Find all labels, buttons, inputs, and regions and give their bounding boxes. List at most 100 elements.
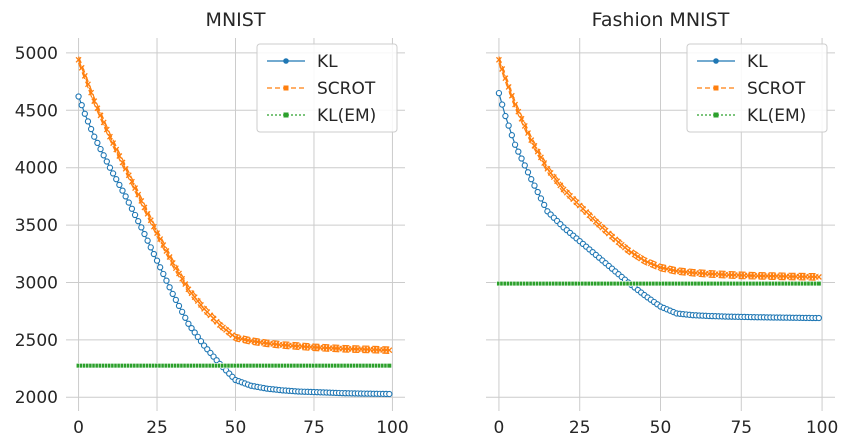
data-point <box>511 141 519 148</box>
data-point <box>386 347 393 354</box>
data-point <box>157 264 164 271</box>
legend-marker <box>283 112 289 118</box>
data-point <box>166 284 173 291</box>
data-point <box>94 139 101 147</box>
data-point <box>122 193 129 200</box>
data-point <box>116 153 123 159</box>
data-point <box>182 281 189 288</box>
data-point <box>94 105 101 112</box>
data-point <box>531 182 538 189</box>
data-point <box>125 172 132 179</box>
data-point <box>525 130 531 136</box>
data-point <box>191 329 198 336</box>
x-tick-label: 50 <box>650 418 672 438</box>
x-tick-label: 100 <box>806 418 838 438</box>
data-point <box>815 314 822 322</box>
data-point <box>113 146 120 153</box>
data-point <box>179 275 186 282</box>
legend-entry: KL <box>697 52 768 72</box>
data-point <box>132 185 139 192</box>
data-point <box>188 324 195 332</box>
data-point <box>182 314 189 321</box>
chart-panel-mnist: 0 25 50 75 100 2000 2500 3000 3500 4000 4500 5000 MN… <box>15 9 409 438</box>
series-scrot <box>75 56 393 354</box>
data-point <box>534 148 541 155</box>
y-tick-label: 3000 <box>15 273 58 293</box>
chart-title: MNIST <box>206 9 266 31</box>
data-point <box>508 132 516 139</box>
legend-box <box>686 43 828 133</box>
series-kl-em <box>496 281 822 287</box>
data-point <box>84 118 92 125</box>
data-point <box>185 320 192 327</box>
data-point <box>147 244 154 251</box>
data-point <box>505 84 512 90</box>
legend-label: KL(EM) <box>747 106 806 126</box>
data-point <box>505 122 512 129</box>
data-point <box>160 242 167 249</box>
data-point <box>541 160 548 167</box>
data-point <box>141 204 148 211</box>
legend-label: SCROT <box>317 79 376 99</box>
series-kl-em <box>75 363 392 369</box>
y-tick-label: 5000 <box>15 44 58 64</box>
data-point <box>138 224 145 231</box>
data-point <box>160 270 167 278</box>
data-point <box>169 259 176 266</box>
data-point <box>518 155 525 162</box>
data-point <box>647 260 654 267</box>
data-point <box>631 251 638 258</box>
legend-label: SCROT <box>747 79 806 99</box>
data-point <box>502 112 509 120</box>
data-point <box>103 158 110 165</box>
series-line <box>498 56 819 275</box>
data-point <box>528 176 535 183</box>
data-point <box>81 110 88 117</box>
data-point <box>144 237 151 244</box>
legend-box <box>256 43 398 133</box>
data-point <box>150 250 158 258</box>
data-point <box>91 133 98 140</box>
data-point <box>91 98 98 105</box>
data-point <box>816 281 822 287</box>
data-point <box>651 261 657 268</box>
legend: KL SCROT KL(EM) <box>256 43 398 133</box>
legend-entry: KL(EM) <box>697 106 806 126</box>
legend-label: KL <box>747 52 768 72</box>
data-point <box>150 223 157 230</box>
x-tick-label: 25 <box>146 418 168 438</box>
data-point <box>625 247 632 254</box>
legend-marker <box>283 58 289 64</box>
data-point <box>88 89 95 96</box>
legend-entry: KL(EM) <box>267 106 376 126</box>
data-point <box>135 218 142 225</box>
data-point <box>154 230 160 237</box>
data-point <box>157 236 164 243</box>
data-point <box>78 64 85 71</box>
x-tick-label: 0 <box>73 418 84 438</box>
data-point <box>131 211 139 219</box>
legend-label: KL(EM) <box>317 106 376 126</box>
data-point <box>386 390 393 398</box>
data-point <box>128 205 136 212</box>
legend-label: KL <box>317 52 338 72</box>
chart-panel-fashion-mnist: 0 25 50 75 100 Fashion MNIST KL SCROT KL(EM) <box>486 9 838 438</box>
data-point <box>197 338 205 345</box>
data-point <box>119 187 126 194</box>
legend-entry: SCROT <box>697 79 806 99</box>
series-line <box>498 62 819 281</box>
data-point <box>534 188 541 196</box>
series-kl <box>495 89 822 322</box>
data-point <box>169 290 176 298</box>
data-point <box>641 257 648 264</box>
data-point <box>153 257 161 264</box>
data-point <box>638 255 645 262</box>
data-point <box>97 112 104 119</box>
data-point <box>163 248 170 254</box>
data-point <box>166 254 173 260</box>
data-point <box>85 81 91 88</box>
data-point <box>495 56 502 63</box>
data-point <box>537 195 545 202</box>
data-point <box>106 133 113 140</box>
